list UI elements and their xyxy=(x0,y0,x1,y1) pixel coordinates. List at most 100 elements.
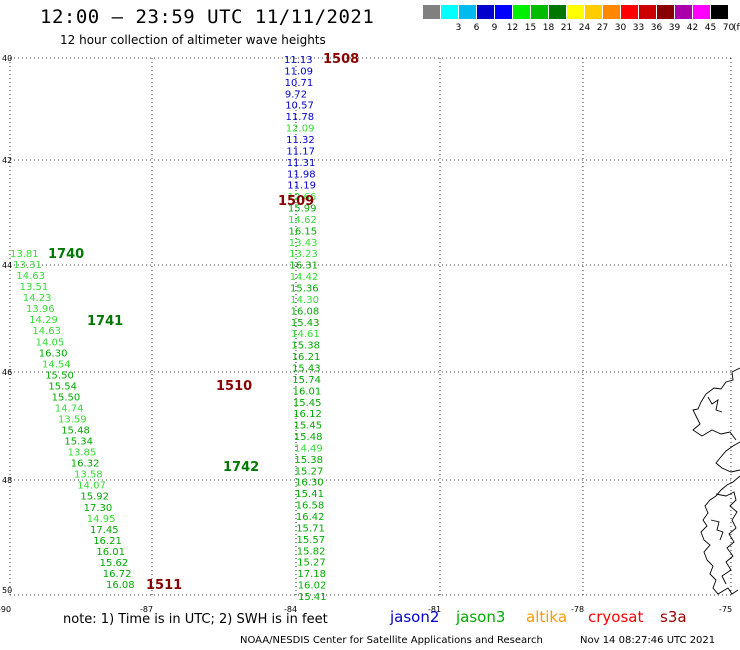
swh-value-1740: 14.23 xyxy=(23,293,52,304)
color-scale-unit: (ft) xyxy=(733,23,740,33)
swh-value-1508: 16.01 xyxy=(293,386,322,397)
swh-value-1508: 14.61 xyxy=(291,329,320,340)
lon-tick-label: -75 xyxy=(719,605,732,614)
footer-note: note: 1) Time is in UTC; 2) SWH is in fe… xyxy=(63,612,328,627)
map-title: 12:00 — 23:59 UTC 11/11/2021 xyxy=(40,6,375,28)
generated-timestamp: Nov 14 08:27:46 UTC 2021 xyxy=(580,635,716,646)
swh-value-1740: 13.51 xyxy=(20,282,49,293)
swh-value-1740: 15.62 xyxy=(100,558,129,569)
pass-label-1740: 1740 xyxy=(48,247,84,262)
swh-value-1508: 16.02 xyxy=(298,581,327,592)
color-swatch xyxy=(585,5,602,19)
swh-value-1508: 10.57 xyxy=(285,101,314,112)
swh-value-1740: 14.05 xyxy=(36,337,65,348)
swh-value-1740: 15.48 xyxy=(61,426,90,437)
color-swatch xyxy=(549,5,566,19)
lat-tick-label: 40 xyxy=(2,54,12,63)
swh-value-1740: 13.96 xyxy=(26,304,55,315)
swh-value-1508: 16.12 xyxy=(293,409,322,420)
swh-value-1508: 15.57 xyxy=(297,535,326,546)
swh-value-1740: 14.74 xyxy=(55,404,84,415)
swh-value-1740: 13.31 xyxy=(13,260,42,271)
swh-value-1508: 16.42 xyxy=(296,512,325,523)
swh-value-1508: 15.36 xyxy=(290,284,319,295)
color-swatch xyxy=(639,5,656,19)
swh-value-1508: 15.43 xyxy=(291,318,320,329)
pass-label-1508: 1508 xyxy=(323,52,359,67)
swh-value-1508: 15.99 xyxy=(288,204,317,215)
swh-value-1508: 15.45 xyxy=(294,421,323,432)
color-swatch-label: 36 xyxy=(650,23,663,33)
map-grid xyxy=(9,57,732,596)
swh-value-1508: 15.43 xyxy=(292,364,321,375)
pass-label-1509: 1509 xyxy=(278,194,314,209)
lat-tick-label: 44 xyxy=(2,261,12,270)
swh-value-1740: 15.92 xyxy=(80,492,109,503)
color-swatch-label: 12 xyxy=(506,23,519,33)
swh-value-1508: 16.21 xyxy=(292,352,321,363)
swh-value-1508: 10.71 xyxy=(285,78,314,89)
swh-value-1740: 14.95 xyxy=(87,514,116,525)
color-swatch-label: 18 xyxy=(542,23,555,33)
color-swatch-label: 45 xyxy=(704,23,717,33)
coastline xyxy=(692,367,740,595)
swh-value-1508: 16.30 xyxy=(295,478,324,489)
satellite-label: jason2 xyxy=(390,608,440,626)
swh-value-1740: 16.01 xyxy=(96,547,125,558)
color-swatch xyxy=(675,5,692,19)
satellite-label: cryosat xyxy=(588,608,644,626)
swh-value-1508: 15.45 xyxy=(293,398,322,409)
swh-value-1508: 16.15 xyxy=(289,226,318,237)
swh-value-1740: 13.81 xyxy=(10,249,39,260)
color-swatch-label: 15 xyxy=(524,23,537,33)
satellite-label: altika xyxy=(526,608,568,626)
swh-value-1740: 16.21 xyxy=(93,536,122,547)
color-swatch-label: 42 xyxy=(686,23,699,33)
swh-value-1508: 11.09 xyxy=(284,66,313,77)
swh-value-1740: 15.34 xyxy=(64,437,93,448)
swh-value-1508: 14.42 xyxy=(290,272,319,283)
swh-value-1508: 11.17 xyxy=(286,146,315,157)
swh-value-1508: 15.38 xyxy=(291,341,320,352)
swh-value-1740: 14.29 xyxy=(29,315,58,326)
color-swatch xyxy=(513,5,530,19)
axis-ticks: 40 42 44 46 48 50 -90 -87 -84 -81 -78 -75 xyxy=(0,54,732,614)
swh-value-1508: 11.32 xyxy=(286,135,315,146)
lat-tick-label: 50 xyxy=(2,586,12,595)
swh-value-1740: 13.58 xyxy=(74,470,103,481)
color-swatch-label: 70 xyxy=(722,23,735,33)
swh-value-1508: 14.30 xyxy=(290,295,319,306)
lon-tick-label: -78 xyxy=(571,605,584,614)
color-swatch-label: 9 xyxy=(491,23,498,33)
swh-value-1508: 15.27 xyxy=(297,558,326,569)
swh-value-1740: 15.50 xyxy=(45,370,74,381)
swh-value-1740: 17.45 xyxy=(90,525,119,536)
swh-value-1740: 14.63 xyxy=(32,326,61,337)
color-swatch-label: 3 xyxy=(455,23,462,33)
swh-value-1740: 17.30 xyxy=(84,503,113,514)
color-swatch-label: 30 xyxy=(614,23,627,33)
swh-value-1508: 9.72 xyxy=(285,89,307,100)
swh-value-1740: 13.59 xyxy=(58,415,87,426)
color-swatch xyxy=(603,5,620,19)
swh-value-1740: 14.07 xyxy=(77,481,106,492)
swh-value-1508: 15.48 xyxy=(294,432,323,443)
lon-tick-label: -84 xyxy=(284,605,297,614)
color-swatch-label: 27 xyxy=(596,23,609,33)
swh-value-1740: 16.08 xyxy=(106,580,135,591)
color-swatch xyxy=(423,5,440,19)
swh-value-1508: 15.41 xyxy=(298,592,327,603)
color-swatch xyxy=(477,5,494,19)
lat-tick-label: 42 xyxy=(2,156,12,165)
lon-tick-label: -90 xyxy=(0,605,11,614)
pass-label-1742: 1742 xyxy=(223,460,259,475)
color-swatch-label: 6 xyxy=(473,23,480,33)
swh-value-1508: 11.78 xyxy=(286,112,315,123)
swh-value-1508: 16.08 xyxy=(291,306,320,317)
swh-value-1508: 11.19 xyxy=(287,181,316,192)
swh-value-1508: 11.13 xyxy=(284,55,313,66)
swh-value-1508: 16.58 xyxy=(296,501,325,512)
swh-value-1740: 15.50 xyxy=(52,392,81,403)
pass-label-1741: 1741 xyxy=(87,314,123,329)
